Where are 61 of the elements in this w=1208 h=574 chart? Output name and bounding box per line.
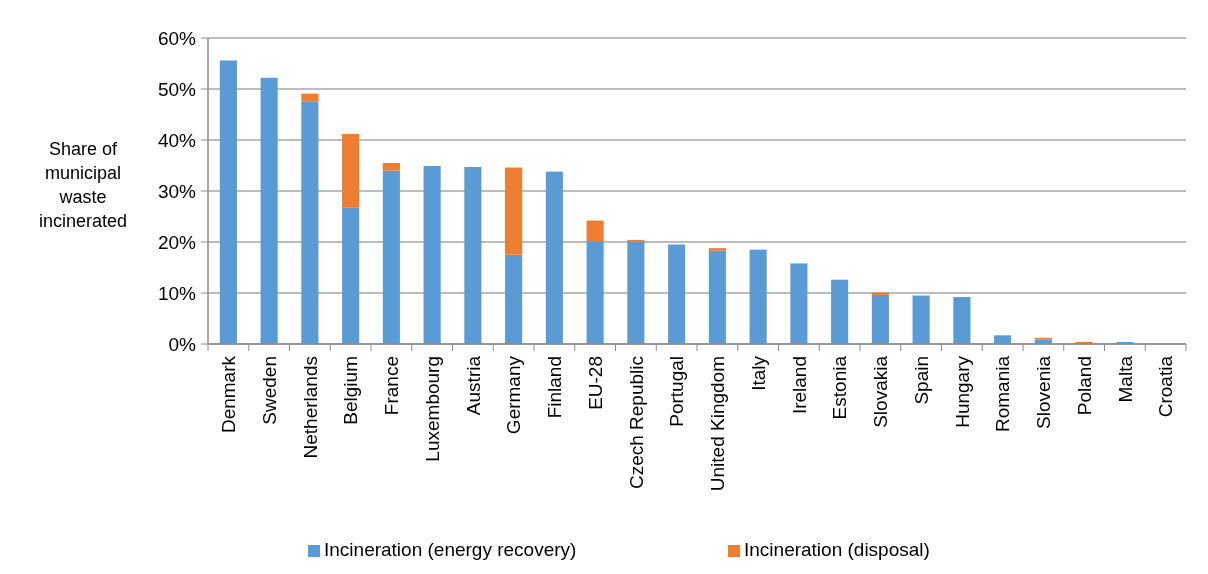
x-tick-label: Poland: [1073, 356, 1095, 416]
bar: [749, 249, 767, 344]
x-tick-label: Italy: [747, 355, 769, 391]
bar: [545, 171, 563, 344]
bar: [382, 162, 400, 171]
x-tick-label: Romania: [992, 355, 1014, 433]
bar: [586, 242, 604, 344]
x-tick-label: United Kingdom: [707, 356, 729, 492]
x-tick-label: Luxembourg: [421, 356, 443, 462]
x-tick-label: Denmark: [218, 355, 240, 434]
bar: [219, 60, 237, 344]
bar: [301, 101, 319, 344]
legend-label: Incineration (disposal): [744, 539, 930, 560]
x-tick-label: Finland: [544, 356, 566, 419]
y-tick-label: 30%: [157, 180, 197, 202]
bar: [342, 133, 360, 208]
x-tick-label: Sweden: [258, 356, 280, 425]
bar: [505, 167, 523, 255]
x-tick-label: Slovenia: [1033, 355, 1055, 429]
bar: [301, 93, 319, 102]
y-axis-title: Share of municipal waste incinerated: [38, 139, 128, 231]
bar: [505, 254, 523, 344]
y-tick-label: 50%: [157, 78, 197, 100]
x-tick-label: EU-28: [584, 356, 606, 410]
x-tick-label: Czech Republic: [625, 356, 647, 490]
x-tick-label: Croatia: [1155, 355, 1177, 418]
x-tick-label: France: [381, 356, 403, 416]
x-tick-label: Malta: [1114, 355, 1136, 403]
x-tick-label: Netherlands: [299, 356, 321, 459]
bar: [464, 167, 482, 344]
bar: [708, 248, 726, 251]
bar: [423, 166, 441, 344]
x-tick-label: Austria: [462, 355, 484, 416]
bar: [708, 250, 726, 344]
y-tick-label: 0%: [168, 333, 197, 355]
y-tick-label: 40%: [157, 129, 197, 151]
x-tick-label: Slovakia: [870, 355, 892, 428]
bar: [586, 220, 604, 242]
x-tick-label: Portugal: [666, 356, 688, 427]
x-tick-label: Germany: [503, 355, 525, 435]
bar: [627, 241, 645, 344]
bar: [342, 207, 360, 344]
y-tick-label: 10%: [157, 282, 197, 304]
bar: [382, 170, 400, 344]
x-tick-label: Ireland: [788, 356, 810, 415]
y-tick-label: 20%: [157, 231, 197, 253]
bar: [912, 295, 930, 344]
bar: [953, 297, 971, 344]
bar: [790, 263, 808, 344]
x-tick-label: Belgium: [340, 356, 362, 425]
bar: [871, 292, 889, 296]
x-tick-label: Hungary: [951, 355, 973, 428]
legend-label: Incineration (energy recovery): [324, 539, 577, 560]
x-tick-label: Spain: [910, 356, 932, 405]
bar: [260, 77, 278, 344]
y-tick-label: 60%: [157, 27, 197, 49]
bar: [668, 244, 686, 344]
bar: [994, 335, 1012, 344]
bar: [831, 279, 849, 344]
bar: [871, 295, 889, 344]
x-tick-label: Estonia: [829, 355, 851, 420]
